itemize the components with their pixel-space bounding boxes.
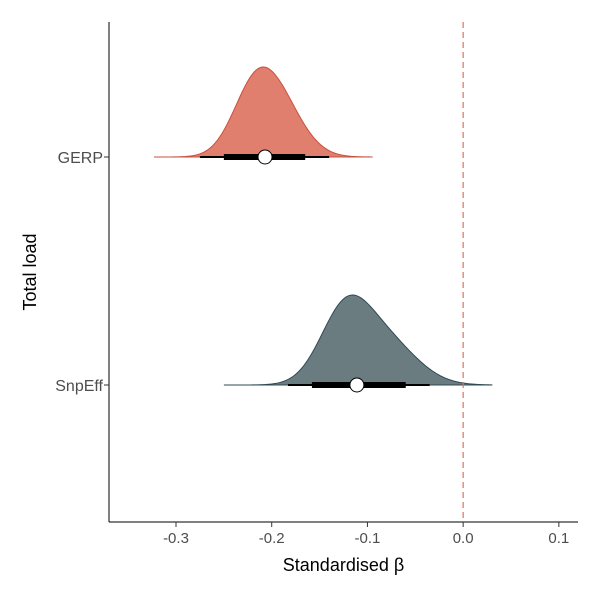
density-gerp — [153, 66, 373, 158]
y-axis-ticks: GERP SnpEff — [55, 150, 109, 395]
x-tick-label: -0.1 — [354, 530, 380, 547]
y-axis-title: Total load — [20, 233, 40, 310]
density-snpeff — [223, 294, 493, 386]
point-estimate-gerp — [257, 149, 273, 165]
x-tick-label: 0.0 — [453, 530, 474, 547]
y-tick-label-snpeff: SnpEff — [55, 378, 103, 395]
y-tick-label-gerp: GERP — [58, 150, 103, 167]
x-tick-label: 0.1 — [548, 530, 569, 547]
x-axis-ticks: -0.3 -0.2 -0.1 0.0 0.1 — [163, 522, 569, 547]
x-tick-label: -0.3 — [163, 530, 189, 547]
x-tick-label: -0.2 — [259, 530, 285, 547]
interval-layer — [199, 149, 430, 393]
density-layer — [153, 66, 493, 386]
point-estimate-snpeff — [349, 377, 365, 393]
x-axis-title: Standardised β — [283, 555, 404, 575]
